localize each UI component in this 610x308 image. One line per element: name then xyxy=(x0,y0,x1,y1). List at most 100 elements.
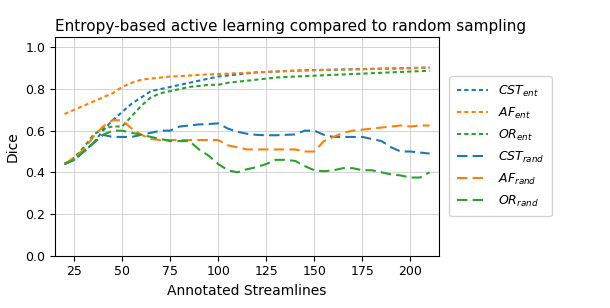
$CST_{rand}$ xyxy=(148,131,155,135)
$CST_{ent}$ xyxy=(80,150,87,153)
$CST_{ent}$ xyxy=(330,68,337,71)
Line: $AF_{rand}$: $AF_{rand}$ xyxy=(65,120,429,164)
$OR_{ent}$ xyxy=(253,78,260,82)
$AF_{rand}$ xyxy=(90,135,97,139)
$CST_{rand}$ xyxy=(330,135,337,139)
$OR_{rand}$ xyxy=(330,168,337,172)
$OR_{ent}$ xyxy=(224,81,232,85)
$CST_{rand}$ xyxy=(378,139,386,143)
$AF_{rand}$ xyxy=(349,129,356,132)
$AF_{rand}$ xyxy=(397,124,404,127)
$AF_{rand}$ xyxy=(330,135,337,139)
$CST_{rand}$ xyxy=(138,133,145,137)
$OR_{ent}$ xyxy=(61,162,68,166)
$CST_{ent}$ xyxy=(243,71,251,75)
$AF_{ent}$ xyxy=(272,70,279,73)
$AF_{ent}$ xyxy=(339,68,346,71)
$AF_{rand}$ xyxy=(128,127,135,131)
$CST_{rand}$ xyxy=(215,122,222,125)
$OR_{rand}$ xyxy=(90,141,97,145)
$AF_{ent}$ xyxy=(243,71,251,75)
$AF_{rand}$ xyxy=(253,148,260,151)
$CST_{rand}$ xyxy=(339,135,346,139)
$OR_{ent}$ xyxy=(205,83,212,87)
Line: $OR_{ent}$: $OR_{ent}$ xyxy=(65,71,429,164)
$CST_{rand}$ xyxy=(167,129,174,132)
$OR_{rand}$ xyxy=(224,168,232,172)
$AF_{ent}$ xyxy=(301,69,308,72)
$CST_{ent}$ xyxy=(157,87,164,91)
$OR_{rand}$ xyxy=(243,167,251,171)
$CST_{rand}$ xyxy=(157,129,164,132)
$OR_{ent}$ xyxy=(90,133,97,137)
$AF_{rand}$ xyxy=(176,138,184,142)
$CST_{rand}$ xyxy=(349,135,356,139)
$CST_{rand}$ xyxy=(90,141,97,145)
$CST_{ent}$ xyxy=(90,141,97,145)
$AF_{ent}$ xyxy=(157,76,164,79)
$AF_{ent}$ xyxy=(61,112,68,116)
$AF_{rand}$ xyxy=(224,144,232,147)
$AF_{ent}$ xyxy=(128,81,135,85)
$CST_{ent}$ xyxy=(118,110,126,114)
$OR_{rand}$ xyxy=(71,158,78,162)
$OR_{rand}$ xyxy=(80,150,87,153)
$AF_{ent}$ xyxy=(186,74,193,77)
$OR_{rand}$ xyxy=(263,162,270,166)
$OR_{rand}$ xyxy=(359,168,366,172)
$AF_{ent}$ xyxy=(224,72,232,75)
$CST_{ent}$ xyxy=(205,77,212,80)
$AF_{rand}$ xyxy=(243,148,251,151)
$AF_{ent}$ xyxy=(90,100,97,103)
$AF_{ent}$ xyxy=(234,71,241,75)
$AF_{ent}$ xyxy=(310,68,318,72)
$CST_{rand}$ xyxy=(224,127,232,131)
$OR_{rand}$ xyxy=(310,168,318,172)
$OR_{rand}$ xyxy=(397,174,404,177)
$CST_{ent}$ xyxy=(195,79,203,83)
$AF_{ent}$ xyxy=(118,85,126,89)
$AF_{rand}$ xyxy=(407,125,414,128)
$AF_{rand}$ xyxy=(359,128,366,132)
$AF_{rand}$ xyxy=(61,162,68,166)
$OR_{rand}$ xyxy=(176,139,184,143)
$AF_{ent}$ xyxy=(205,73,212,76)
$CST_{rand}$ xyxy=(292,132,299,136)
$AF_{rand}$ xyxy=(310,150,318,153)
$OR_{ent}$ xyxy=(368,71,376,75)
Line: $CST_{rand}$: $CST_{rand}$ xyxy=(65,124,429,164)
$AF_{ent}$ xyxy=(109,91,117,95)
$CST_{ent}$ xyxy=(167,85,174,89)
$AF_{ent}$ xyxy=(397,67,404,70)
$OR_{ent}$ xyxy=(349,72,356,76)
$AF_{rand}$ xyxy=(282,148,289,151)
$CST_{rand}$ xyxy=(282,133,289,137)
$CST_{ent}$ xyxy=(215,75,222,78)
$AF_{ent}$ xyxy=(167,75,174,78)
$AF_{ent}$ xyxy=(368,67,376,71)
$CST_{rand}$ xyxy=(368,137,376,141)
$OR_{rand}$ xyxy=(109,129,117,132)
$AF_{ent}$ xyxy=(378,67,386,71)
$OR_{ent}$ xyxy=(387,71,395,74)
$AF_{ent}$ xyxy=(148,77,155,80)
$AF_{rand}$ xyxy=(426,124,433,127)
$CST_{ent}$ xyxy=(109,118,117,122)
$CST_{ent}$ xyxy=(148,89,155,93)
$AF_{ent}$ xyxy=(416,66,423,70)
$OR_{rand}$ xyxy=(282,158,289,162)
$OR_{ent}$ xyxy=(397,70,404,74)
$OR_{ent}$ xyxy=(378,71,386,75)
$CST_{rand}$ xyxy=(407,150,414,153)
$CST_{ent}$ xyxy=(186,81,193,85)
$AF_{ent}$ xyxy=(426,66,433,70)
$CST_{ent}$ xyxy=(263,70,270,74)
$AF_{ent}$ xyxy=(99,95,107,99)
$OR_{ent}$ xyxy=(263,77,270,80)
$OR_{ent}$ xyxy=(416,69,423,73)
$OR_{ent}$ xyxy=(167,89,174,93)
$AF_{rand}$ xyxy=(205,138,212,142)
$OR_{ent}$ xyxy=(407,70,414,73)
$CST_{ent}$ xyxy=(301,68,308,72)
$AF_{rand}$ xyxy=(109,118,117,122)
